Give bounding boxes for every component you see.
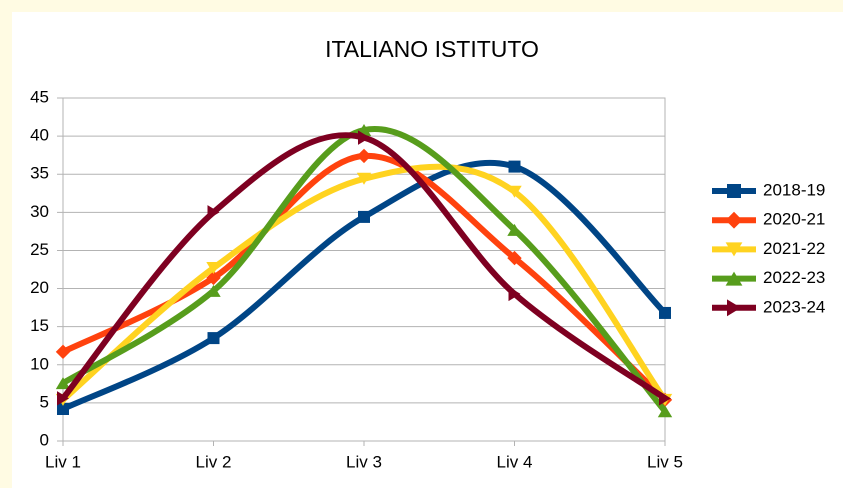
data-point [507, 250, 522, 266]
y-tick-label: 0 [40, 430, 49, 449]
data-point [508, 286, 521, 302]
data-point [57, 391, 69, 406]
legend-label: 2018-19 [763, 180, 825, 199]
legend-label: 2023-24 [763, 297, 825, 316]
data-point [207, 205, 220, 220]
x-tick-label: Liv 3 [346, 452, 382, 471]
data-point [356, 148, 372, 164]
data-point [206, 284, 221, 297]
y-tick-label: 30 [30, 202, 49, 221]
y-tick-label: 45 [30, 87, 49, 106]
data-point [55, 377, 71, 390]
legend-marker [727, 299, 741, 317]
y-tick-label: 15 [30, 316, 49, 335]
y-tick-label: 25 [30, 240, 49, 259]
legend-marker [727, 184, 741, 198]
data-point [507, 223, 522, 236]
legend-label: 2022-23 [763, 268, 825, 287]
legend-label: 2021-22 [763, 239, 825, 258]
legend-marker [725, 211, 743, 229]
data-point [356, 172, 372, 185]
y-tick-label: 20 [30, 278, 49, 297]
data-point [57, 402, 69, 415]
x-tick-label: Liv 2 [196, 452, 232, 471]
x-tick-label: Liv 4 [497, 452, 533, 471]
x-tick-label: Liv 1 [45, 452, 81, 471]
data-point [55, 344, 71, 360]
data-point [507, 185, 522, 198]
legend-marker [725, 242, 743, 257]
data-point [358, 210, 370, 223]
data-point [659, 306, 671, 319]
y-tick-label: 40 [30, 126, 49, 145]
legend-label: 2020-21 [763, 210, 825, 229]
legend-marker [725, 271, 743, 286]
data-point [508, 160, 521, 173]
y-tick-label: 35 [30, 164, 49, 183]
x-tick-label: Liv 5 [647, 452, 683, 471]
chart-title: ITALIANO ISTITUTO [325, 36, 539, 62]
data-point [358, 130, 370, 145]
data-point [657, 405, 673, 418]
data-point [207, 332, 220, 345]
y-tick-label: 5 [40, 392, 49, 411]
data-point [659, 391, 671, 406]
data-point [206, 261, 221, 274]
y-tick-label: 10 [30, 354, 49, 373]
